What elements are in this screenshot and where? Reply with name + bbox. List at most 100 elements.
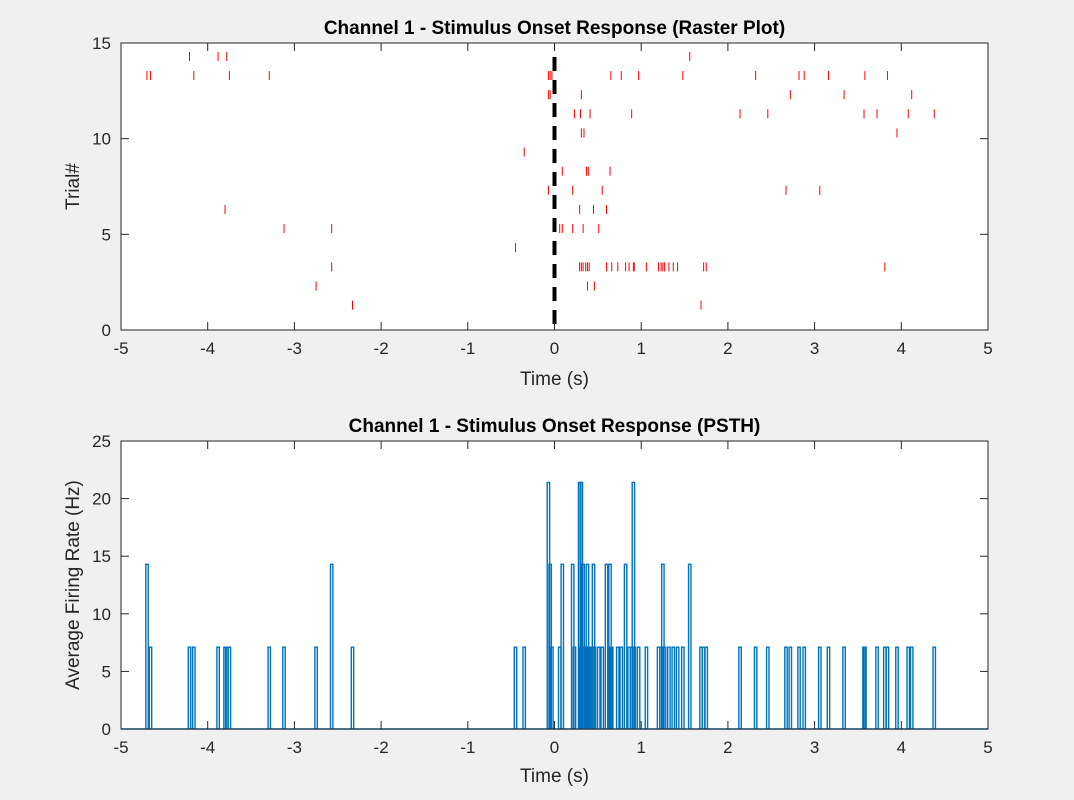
psth-bin-peak — [615, 646, 620, 729]
x-tick-label: 3 — [810, 738, 819, 757]
psth-bin-peak — [609, 646, 614, 729]
psth-y-label: Average Firing Rate (Hz) — [63, 480, 84, 690]
psth-bin-peak — [148, 646, 153, 729]
psth-x-ticks: -5 -4 -3 -2 -1 0 1 2 3 4 5 — [113, 441, 993, 757]
raster-plot: Channel 1 - Stimulus Onset Response (Ras… — [63, 18, 993, 390]
psth-bin-peak — [596, 646, 601, 729]
raster-x-label: Time (s) — [520, 369, 589, 390]
psth-bin-peak — [623, 563, 628, 729]
psth-bin-peak — [631, 481, 636, 729]
raster-y-ticks: 0 5 10 15 — [92, 34, 988, 340]
x-tick-label: 2 — [723, 339, 732, 358]
psth-bin-peak — [895, 646, 899, 729]
x-tick-label: -4 — [200, 738, 215, 757]
psth-bin-peak — [753, 646, 758, 729]
psth-bin-peak — [932, 646, 937, 729]
psth-bin-peak — [632, 646, 637, 729]
psth-bin-peak — [875, 646, 879, 729]
psth-bin-peak — [680, 646, 685, 729]
y-tick-label: 15 — [92, 547, 111, 566]
x-tick-label: 0 — [550, 339, 559, 358]
x-tick-label: 2 — [723, 738, 732, 757]
psth-bin-peak — [513, 646, 518, 729]
psth-title: Channel 1 - Stimulus Onset Response (PST… — [349, 416, 761, 437]
psth-bin-peak — [350, 646, 355, 729]
x-tick-label: -5 — [113, 738, 128, 757]
psth-bin-peak — [191, 646, 196, 729]
y-tick-label: 5 — [102, 662, 111, 681]
y-tick-label: 0 — [102, 321, 111, 340]
psth-bin-peak — [826, 646, 831, 729]
x-tick-label: 5 — [983, 339, 992, 358]
psth-bin-peak — [588, 646, 592, 729]
psth-bin-peak — [644, 646, 649, 729]
psth-bin-peak — [329, 563, 334, 729]
psth-bin-peak — [227, 646, 232, 729]
psth-bin-peak — [784, 646, 788, 729]
psth-bin-peak — [704, 646, 709, 729]
y-tick-label: 20 — [92, 490, 111, 509]
y-tick-label: 10 — [92, 130, 111, 149]
psth-y-ticks: 0 5 10 15 20 25 — [92, 432, 988, 739]
psth-bin-peak — [667, 646, 671, 729]
psth-bin-peak — [909, 646, 914, 729]
x-tick-label: -1 — [460, 738, 475, 757]
x-tick-label: -1 — [460, 339, 475, 358]
psth-bin-peak — [314, 646, 318, 729]
y-tick-label: 5 — [102, 225, 111, 244]
psth-bin-peak — [282, 646, 286, 729]
psth-bin-peak — [842, 646, 846, 729]
psth-bin-peak — [662, 646, 667, 729]
psth-bin-peak — [619, 646, 624, 729]
psth-bin-peak — [216, 646, 221, 729]
psth-bin-peak — [765, 646, 770, 729]
psth-bin-peak — [145, 563, 149, 729]
psth-bin-peak — [560, 563, 565, 729]
y-tick-label: 10 — [92, 605, 111, 624]
psth-bin-peak — [817, 646, 822, 729]
psth-bin-peak — [862, 646, 867, 729]
psth-bin-peak — [267, 646, 272, 729]
psth-bin-peak — [549, 646, 554, 729]
psth-bin-peak — [738, 646, 742, 729]
y-tick-label: 0 — [102, 720, 111, 739]
x-tick-label: 1 — [636, 738, 645, 757]
psth-bin-peak — [592, 646, 597, 729]
raster-spikes — [146, 51, 935, 310]
psth-bin-peak — [636, 646, 641, 729]
x-tick-label: -3 — [287, 339, 302, 358]
x-tick-label: -2 — [374, 339, 389, 358]
psth-bin-peak — [802, 646, 807, 729]
psth-axes-background — [121, 441, 988, 729]
x-tick-label: 3 — [810, 339, 819, 358]
psth-bin-peak — [572, 646, 577, 729]
raster-y-label: Trial# — [63, 163, 84, 210]
psth-bin-peak — [788, 646, 793, 729]
x-tick-label: 0 — [550, 738, 559, 757]
raster-x-ticks: -5 -4 -3 -2 -1 0 1 2 3 4 5 — [113, 43, 993, 358]
psth-bin-peak — [906, 646, 911, 729]
y-tick-label: 25 — [92, 432, 111, 451]
psth-plot: Channel 1 - Stimulus Onset Response (PST… — [63, 416, 993, 787]
x-tick-label: 1 — [636, 339, 645, 358]
psth-x-label: Time (s) — [520, 766, 589, 787]
psth-bin-peak — [885, 646, 890, 729]
y-tick-label: 15 — [92, 34, 111, 53]
raster-title: Channel 1 - Stimulus Onset Response (Ras… — [324, 18, 785, 39]
psth-bin-peak — [797, 646, 801, 729]
x-tick-label: 5 — [983, 738, 992, 757]
psth-bin-peak — [675, 646, 680, 729]
x-tick-label: 4 — [897, 738, 906, 757]
psth-bin-peak — [687, 563, 692, 729]
psth-bin-peak — [604, 563, 609, 729]
psth-bin-peak — [600, 646, 605, 729]
x-tick-label: 4 — [897, 339, 906, 358]
x-tick-label: -2 — [374, 738, 389, 757]
psth-bin-peak — [671, 646, 676, 729]
x-tick-label: -4 — [200, 339, 215, 358]
x-tick-label: -5 — [113, 339, 128, 358]
psth-bin-peak — [187, 646, 192, 729]
x-tick-label: -3 — [287, 738, 302, 757]
psth-bin-peak — [522, 646, 527, 729]
